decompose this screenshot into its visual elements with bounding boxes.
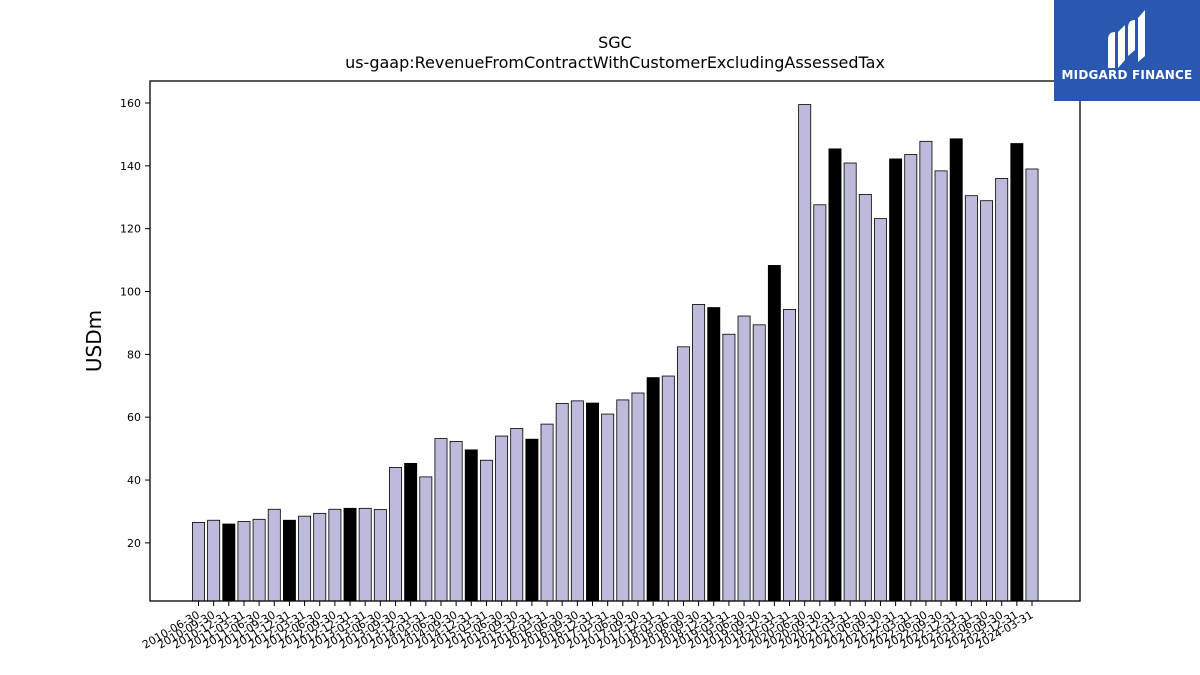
bar-2011-03-31 <box>237 521 251 602</box>
bar-2011-09-30 <box>267 508 281 602</box>
bar-2019-06-30 <box>737 315 751 602</box>
y-tick-label: 100 <box>120 286 141 299</box>
brand-name: MIDGARD FINANCE <box>1061 68 1193 82</box>
y-tick-label: 160 <box>120 97 141 110</box>
bar-2020-09-30 <box>813 204 827 602</box>
bar-2016-03-31 <box>540 423 554 602</box>
bar-2013-03-31 <box>358 507 372 602</box>
bar-2023-12-31 <box>1010 143 1024 602</box>
bar-2017-06-30 <box>616 399 630 602</box>
bar-2019-12-31 <box>767 265 781 602</box>
bar-2010-06-30 <box>192 522 205 602</box>
bar-2013-12-31 <box>404 462 418 602</box>
bar-2016-12-31 <box>586 402 599 602</box>
bar-2018-12-31 <box>707 307 721 602</box>
y-tick-label: 40 <box>127 474 141 487</box>
bar-2024-03-31 <box>1025 168 1039 602</box>
bar-2015-03-31 <box>479 459 493 602</box>
bars-group <box>192 104 1039 602</box>
bar-2018-09-30 <box>692 303 706 602</box>
y-axis-label: USDm <box>82 310 106 372</box>
plot-frame <box>149 80 1081 602</box>
bar-2021-03-31 <box>843 162 857 602</box>
bar-2015-09-30 <box>510 428 524 602</box>
bar-2010-12-31 <box>222 523 236 602</box>
y-tick-label: 20 <box>127 537 141 550</box>
bar-2022-12-31 <box>949 138 963 602</box>
midgard-logo-icon <box>1108 10 1145 68</box>
bar-2013-06-30 <box>373 509 387 602</box>
bar-2012-06-30 <box>313 512 327 602</box>
y-axis: 20 40 60 80 100 120 140 160 <box>120 97 150 550</box>
bar-2011-12-31 <box>282 519 296 602</box>
bar-2023-03-31 <box>964 195 978 602</box>
bar-2014-12-31 <box>464 449 478 602</box>
bar-2015-12-31 <box>525 438 539 602</box>
bar-2016-06-30 <box>555 402 569 602</box>
bar-2010-09-30 <box>207 519 221 602</box>
bar-2017-12-31 <box>646 377 660 602</box>
chart-subtitle: us-gaap:RevenueFromContractWithCustomerE… <box>345 53 885 72</box>
bar-2017-09-30 <box>631 392 645 602</box>
bar-2012-03-31 <box>298 515 312 602</box>
bar-2015-06-30 <box>495 435 509 602</box>
bar-2013-09-30 <box>389 467 402 602</box>
x-axis: 2010-06-302010-09-302010-12-312011-03-31… <box>140 601 1036 652</box>
brand-logo: MIDGARD FINANCE <box>1054 0 1200 101</box>
bar-2021-06-30 <box>858 194 872 602</box>
chart-title: SGC <box>598 33 632 52</box>
bar-2019-03-31 <box>722 333 736 602</box>
bar-2021-09-30 <box>873 218 887 602</box>
bar-2018-03-31 <box>661 375 675 602</box>
bar-2023-06-30 <box>980 200 993 602</box>
bar-2014-03-31 <box>419 476 433 602</box>
bar-2019-09-30 <box>752 324 766 602</box>
bar-2018-06-30 <box>676 346 690 602</box>
bar-2020-12-31 <box>828 148 842 602</box>
bar-2021-12-31 <box>889 158 903 602</box>
y-tick-label: 60 <box>127 411 141 424</box>
bar-2022-09-30 <box>934 170 948 602</box>
y-tick-label: 140 <box>120 160 141 173</box>
bar-2020-03-31 <box>783 309 796 602</box>
bar-2011-06-30 <box>252 518 266 602</box>
bar-2012-09-30 <box>328 508 342 602</box>
y-tick-label: 80 <box>127 348 141 361</box>
bar-2012-12-31 <box>343 507 357 602</box>
bar-2022-03-31 <box>904 154 918 602</box>
bar-2014-06-30 <box>434 438 448 602</box>
bar-2022-06-30 <box>919 140 933 602</box>
bar-2014-09-30 <box>449 440 463 602</box>
bar-2016-09-30 <box>570 400 584 602</box>
bar-2023-09-30 <box>995 178 1009 602</box>
bar-2020-06-30 <box>798 104 812 602</box>
bar-2017-03-31 <box>601 413 615 602</box>
y-tick-label: 120 <box>120 223 141 236</box>
